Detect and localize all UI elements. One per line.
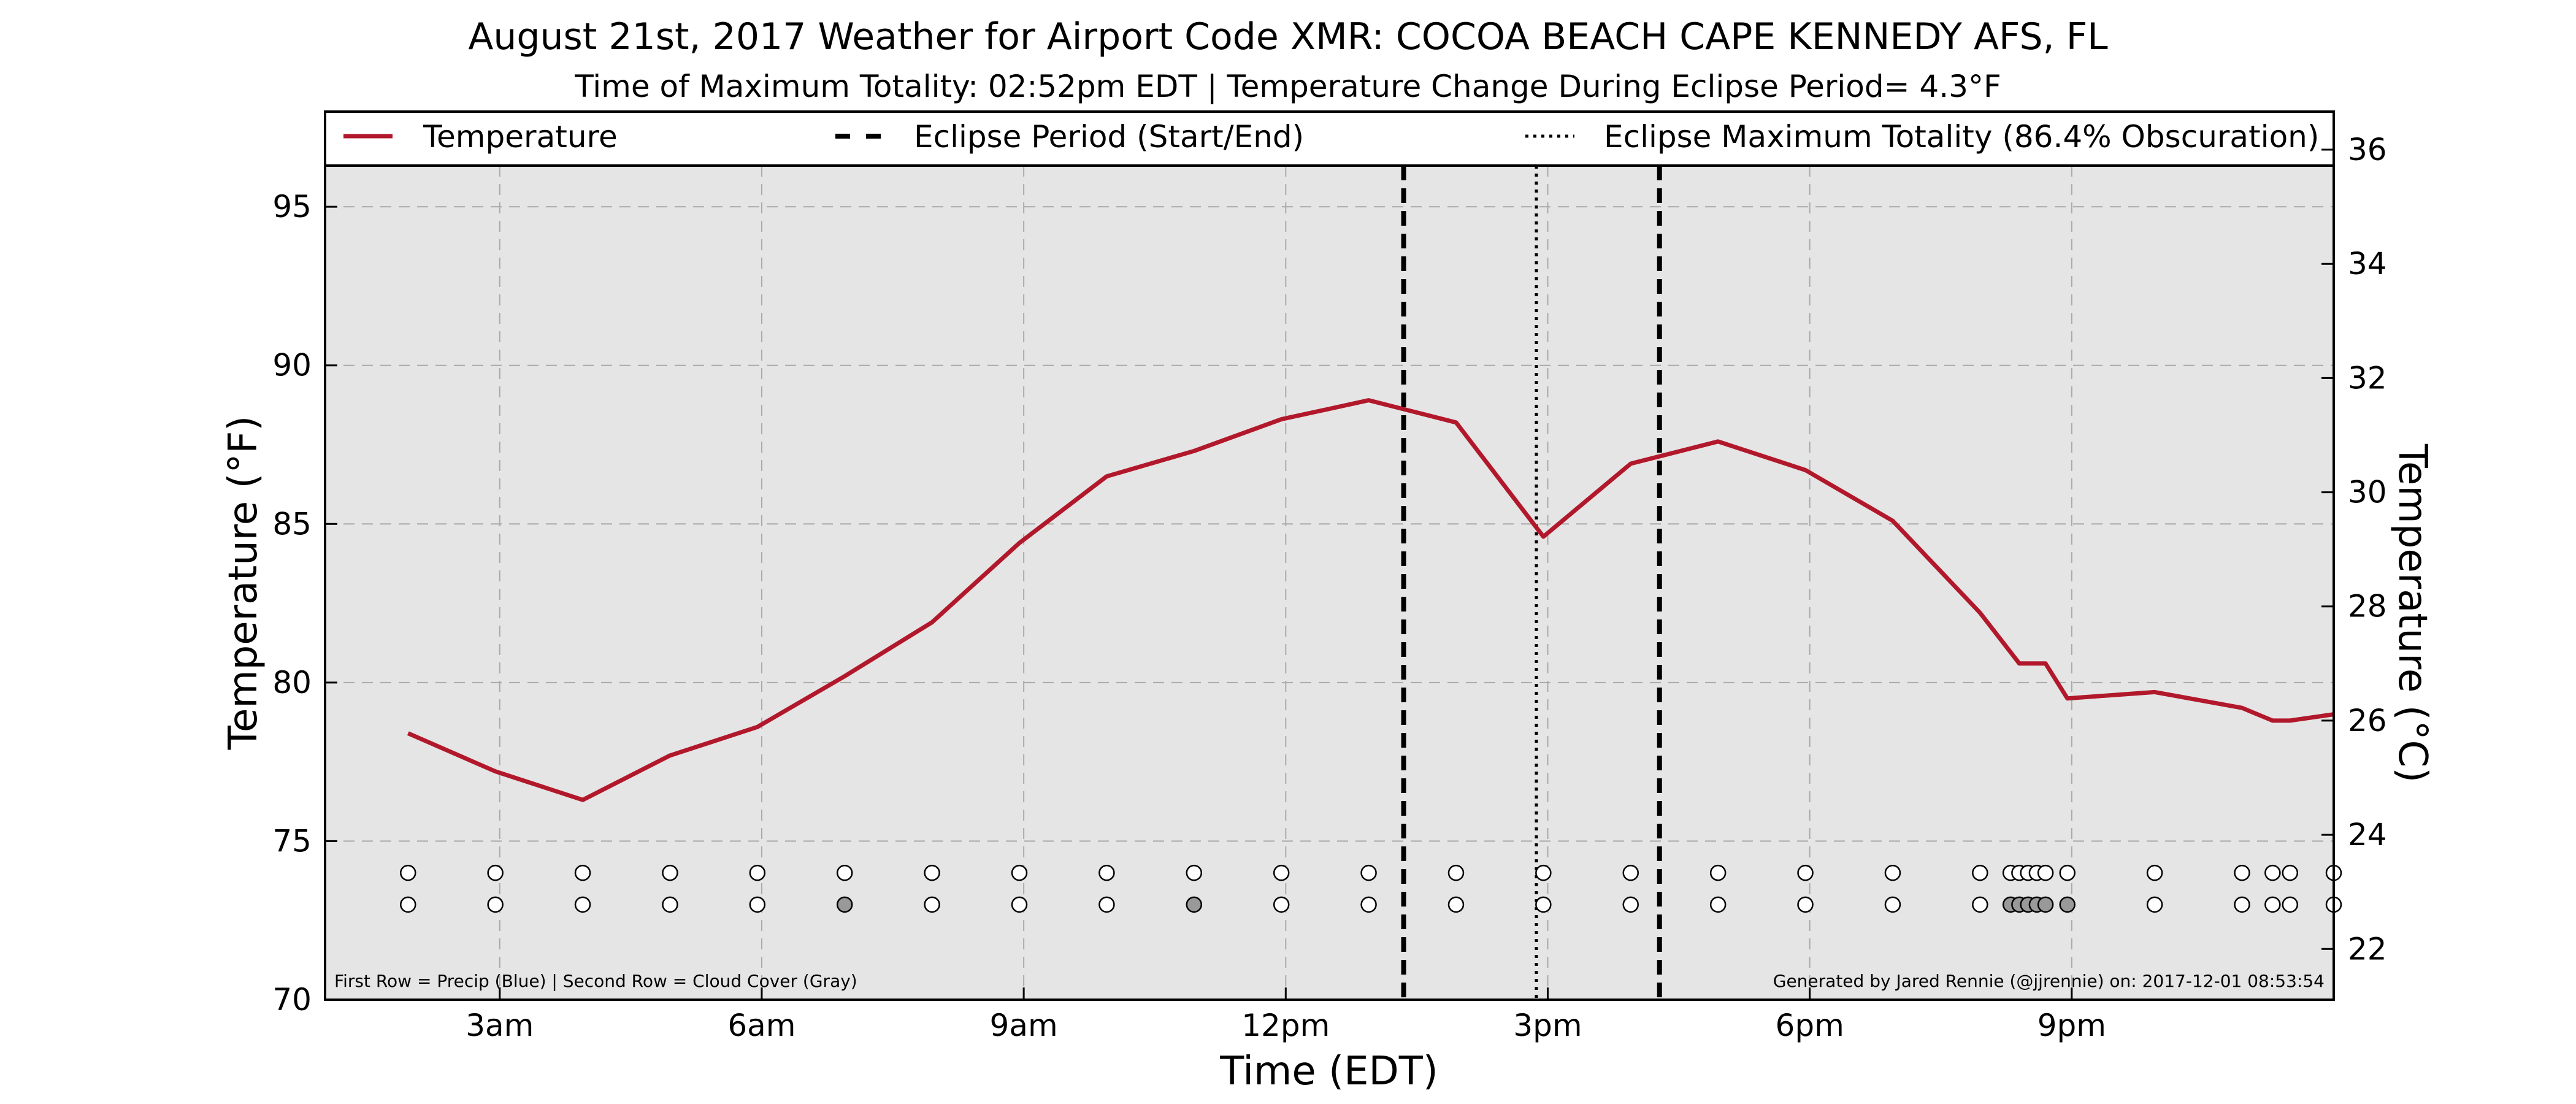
precip-dot-7	[1011, 864, 1028, 881]
x-axis-ticks: 3am 6am 9am 12pm 3pm 6pm 9pm	[466, 987, 2106, 1043]
cloud-cover-dot-28	[2282, 896, 2299, 913]
cloud-cover-dot-18	[1972, 896, 1988, 913]
y-tick-label-3: 85	[272, 506, 312, 542]
cloud-cover-dot-15	[1709, 896, 1727, 913]
precip-dot-27	[2264, 864, 2281, 881]
precip-dot-28	[2282, 864, 2299, 881]
precip-dot-5	[836, 864, 853, 881]
cloud-cover-dot-6	[924, 896, 940, 913]
legend: Temperature Eclipse Period (Start/End) E…	[324, 110, 2335, 167]
cloud-cover-dot-0	[400, 896, 416, 913]
legend-temperature-label: Temperature	[423, 119, 618, 155]
precip-dot-24	[2059, 864, 2076, 881]
chart-title: August 21st, 2017 Weather for Airport Co…	[468, 15, 2108, 58]
precip-dot-10	[1273, 864, 1290, 881]
legend-box	[324, 110, 2335, 167]
temperature-series	[407, 398, 2334, 802]
y-right-tick-label-0: 22	[2348, 931, 2387, 967]
cloud-cover-dot-24	[2059, 896, 2076, 913]
footnote-right: Generated by Jared Rennie (@jjrennie) on…	[1773, 971, 2325, 991]
x-tick-label-4: 3pm	[1513, 1008, 1582, 1043]
plot-area	[325, 166, 2334, 1000]
y-right-tick-label-4: 30	[2348, 475, 2387, 510]
cloud-cover-dot-7	[1011, 896, 1028, 913]
precip-dot-15	[1709, 864, 1727, 881]
precip-dot-11	[1360, 864, 1377, 881]
grid-lines	[325, 166, 2334, 1000]
cloud-cover-dot-11	[1360, 896, 1377, 913]
y-tick-label-2: 80	[272, 665, 312, 700]
precip-dot-26	[2234, 864, 2250, 881]
cloud-cover-dot-1	[487, 896, 504, 913]
y-right-tick-label-7: 36	[2348, 132, 2387, 167]
x-tick-label-2: 9am	[990, 1008, 1058, 1043]
y-right-tick-label-5: 32	[2348, 360, 2387, 396]
cloud-cover-dot-16	[1797, 896, 1814, 913]
y-tick-label-0: 70	[272, 982, 312, 1018]
x-tick-label-5: 6pm	[1776, 1008, 1844, 1043]
precip-dot-13	[1535, 864, 1552, 881]
precip-dot-23	[2037, 864, 2054, 881]
x-tick-label-1: 6am	[727, 1008, 795, 1043]
cloud-cover-dot-2	[574, 896, 591, 913]
precip-dot-1	[487, 864, 504, 881]
precip-dot-6	[924, 864, 940, 881]
cloud-cover-dot-14	[1622, 896, 1639, 913]
precip-dot-9	[1186, 864, 1203, 881]
cloud-cover-dot-3	[662, 896, 678, 913]
cloud-cover-dot-4	[749, 896, 766, 913]
cloud-cover-dot-8	[1098, 896, 1115, 913]
x-tick-label-6: 9pm	[2037, 1008, 2106, 1043]
temperature-line-0	[407, 398, 2334, 802]
precip-dot-8	[1098, 864, 1115, 881]
precip-dot-17	[1884, 864, 1901, 881]
cloud-cover-dot-9	[1186, 896, 1203, 913]
x-tick-label-0: 3am	[466, 1008, 534, 1043]
precip-dot-14	[1622, 864, 1639, 881]
x-tick-label-3: 12pm	[1241, 1008, 1330, 1043]
chart-subtitle: Time of Maximum Totality: 02:52pm EDT | …	[574, 69, 2001, 104]
y-tick-label-1: 75	[272, 823, 312, 859]
y-right-tick-label-2: 26	[2348, 703, 2387, 738]
precip-dot-25	[2146, 864, 2163, 881]
cloud-cover-dot-13	[1535, 896, 1552, 913]
cloud-cover-dot-25	[2146, 896, 2163, 913]
legend-eclipse-max-label: Eclipse Maximum Totality (86.4% Obscurat…	[1604, 119, 2319, 155]
precip-dot-0	[400, 864, 416, 881]
y-axis-right-ticks: 22 24 26 28 30 32 34 36	[2321, 132, 2387, 967]
cloud-cover-dot-12	[1447, 896, 1465, 913]
precip-dot-12	[1447, 864, 1465, 881]
y-right-tick-label-6: 34	[2348, 246, 2387, 282]
cloud-cover-dot-17	[1884, 896, 1901, 913]
cloud-cover-dot-23	[2037, 896, 2054, 913]
y-axis-ticks: 70 75 80 85 90 95	[272, 189, 337, 1018]
precip-dot-3	[662, 864, 678, 881]
precip-dot-4	[749, 864, 766, 881]
legend-eclipse-period-label: Eclipse Period (Start/End)	[914, 119, 1304, 155]
precip-dot-2	[574, 864, 591, 881]
precip-dot-16	[1797, 864, 1814, 881]
eclipse-markers	[1401, 166, 1662, 1000]
cloud-cover-dot-5	[836, 896, 853, 913]
y-right-tick-label-1: 24	[2348, 817, 2387, 853]
y-axis-label: Temperature (°F)	[221, 416, 266, 751]
x-axis-label: Time (EDT)	[1219, 1049, 1438, 1094]
cloud-cover-dot-26	[2234, 896, 2250, 913]
precip-dot-18	[1972, 864, 1988, 881]
y-tick-label-5: 95	[272, 189, 312, 224]
y-right-tick-label-3: 28	[2348, 589, 2387, 624]
y-tick-label-4: 90	[272, 348, 312, 383]
y-axis-right-label: Temperature (°C)	[2390, 443, 2435, 783]
weather-dot-rows	[400, 864, 2342, 913]
footnote-left: First Row = Precip (Blue) | Second Row =…	[334, 971, 857, 991]
cloud-cover-dot-10	[1273, 896, 1290, 913]
cloud-cover-dot-27	[2264, 896, 2281, 913]
